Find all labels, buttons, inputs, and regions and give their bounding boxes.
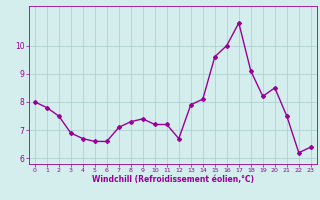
X-axis label: Windchill (Refroidissement éolien,°C): Windchill (Refroidissement éolien,°C) bbox=[92, 175, 254, 184]
